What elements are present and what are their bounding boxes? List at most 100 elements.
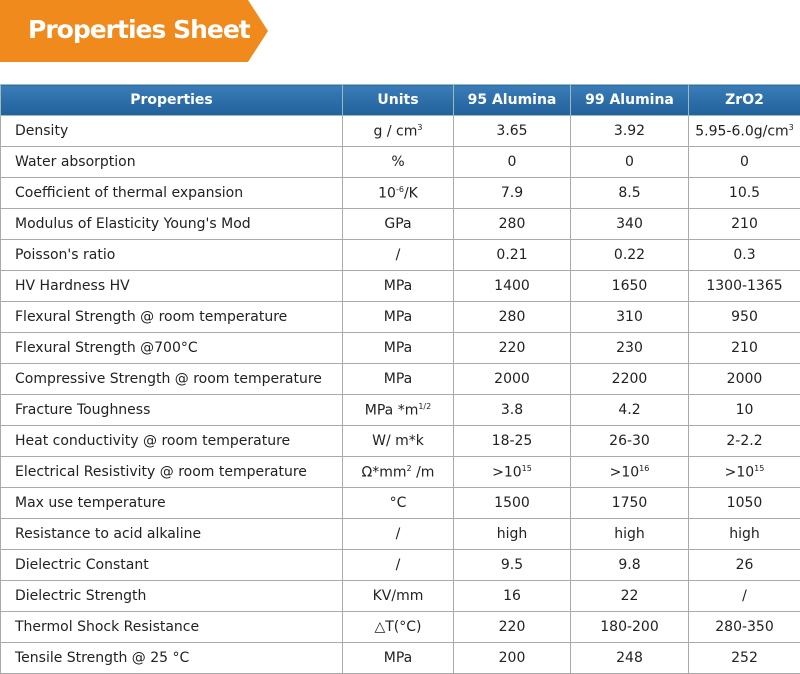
cell: GPa <box>343 209 454 240</box>
cell: 1650 <box>571 271 689 302</box>
cell: MPa *m1/2 <box>343 395 454 426</box>
cell: 2-2.2 <box>689 426 800 457</box>
cell: high <box>454 519 571 550</box>
cell: 2200 <box>571 364 689 395</box>
property-name: Compressive Strength @ room temperature <box>1 364 343 395</box>
cell-base: >10 <box>610 464 640 480</box>
cell: MPa <box>343 333 454 364</box>
cell: 2000 <box>689 364 800 395</box>
cell: 1300-1365 <box>689 271 800 302</box>
cell: 220 <box>454 612 571 643</box>
cell: 3.8 <box>454 395 571 426</box>
cell-base: MPa *m <box>365 402 419 418</box>
property-name: HV Hardness HV <box>1 271 343 302</box>
property-name: Dielectric Strength <box>1 581 343 612</box>
column-header: 99 Alumina <box>571 85 689 116</box>
cell: 8.5 <box>571 178 689 209</box>
property-name: Electrical Resistivity @ room temperatur… <box>1 457 343 488</box>
cell: 18-25 <box>454 426 571 457</box>
property-name: Max use temperature <box>1 488 343 519</box>
cell: 0 <box>689 147 800 178</box>
cell: / <box>343 519 454 550</box>
cell: 1400 <box>454 271 571 302</box>
cell: 10-6/K <box>343 178 454 209</box>
cell: W/ m*k <box>343 426 454 457</box>
property-name: Flexural Strength @700°C <box>1 333 343 364</box>
cell: 248 <box>571 643 689 674</box>
cell: >1016 <box>571 457 689 488</box>
cell: / <box>343 240 454 271</box>
property-name: Density <box>1 116 343 147</box>
cell: 280 <box>454 302 571 333</box>
cell-sup: 1/2 <box>418 402 431 411</box>
cell: 2000 <box>454 364 571 395</box>
property-name: Thermol Shock Resistance <box>1 612 343 643</box>
cell: MPa <box>343 643 454 674</box>
cell-base: Ω*mm <box>362 464 407 480</box>
cell: 210 <box>689 209 800 240</box>
cell-sup: 3 <box>789 123 794 132</box>
column-header: Properties <box>1 85 343 116</box>
cell: 26 <box>689 550 800 581</box>
cell: 280-350 <box>689 612 800 643</box>
cell: high <box>571 519 689 550</box>
cell: 0.22 <box>571 240 689 271</box>
cell: 9.8 <box>571 550 689 581</box>
cell-after: /m <box>412 464 435 480</box>
cell-sup: 15 <box>522 464 532 473</box>
cell: 3.92 <box>571 116 689 147</box>
cell-after: /K <box>404 185 418 201</box>
property-name: Coefficient of thermal expansion <box>1 178 343 209</box>
cell: 220 <box>454 333 571 364</box>
column-header: 95 Alumina <box>454 85 571 116</box>
cell-sup: 16 <box>639 464 649 473</box>
cell: △T(°C) <box>343 612 454 643</box>
property-name: Heat conductivity @ room temperature <box>1 426 343 457</box>
cell: MPa <box>343 364 454 395</box>
cell: 16 <box>454 581 571 612</box>
cell-base: 5.95-6.0g/cm <box>695 123 788 139</box>
cell-sup: 3 <box>417 123 422 132</box>
column-header: Units <box>343 85 454 116</box>
cell: 340 <box>571 209 689 240</box>
cell: 10 <box>689 395 800 426</box>
cell: 5.95-6.0g/cm3 <box>689 116 800 147</box>
title: Properties Sheet <box>28 15 251 44</box>
cell: 230 <box>571 333 689 364</box>
cell: 0 <box>571 147 689 178</box>
cell: 0.3 <box>689 240 800 271</box>
property-name: Tensile Strength @ 25 °C <box>1 643 343 674</box>
property-name: Resistance to acid alkaline <box>1 519 343 550</box>
cell: 280 <box>454 209 571 240</box>
property-name: Poisson's ratio <box>1 240 343 271</box>
cell: 0 <box>454 147 571 178</box>
cell: / <box>343 550 454 581</box>
cell: 0.21 <box>454 240 571 271</box>
cell: 950 <box>689 302 800 333</box>
cell: 3.65 <box>454 116 571 147</box>
cell: 1050 <box>689 488 800 519</box>
cell: / <box>689 581 800 612</box>
cell: 10.5 <box>689 178 800 209</box>
cell-base: >10 <box>492 464 522 480</box>
cell: 22 <box>571 581 689 612</box>
cell: 4.2 <box>571 395 689 426</box>
property-name: Dielectric Constant <box>1 550 343 581</box>
cell-base: 10 <box>378 185 396 201</box>
property-name: Modulus of Elasticity Young's Mod <box>1 209 343 240</box>
cell-base: g / cm <box>374 123 418 139</box>
